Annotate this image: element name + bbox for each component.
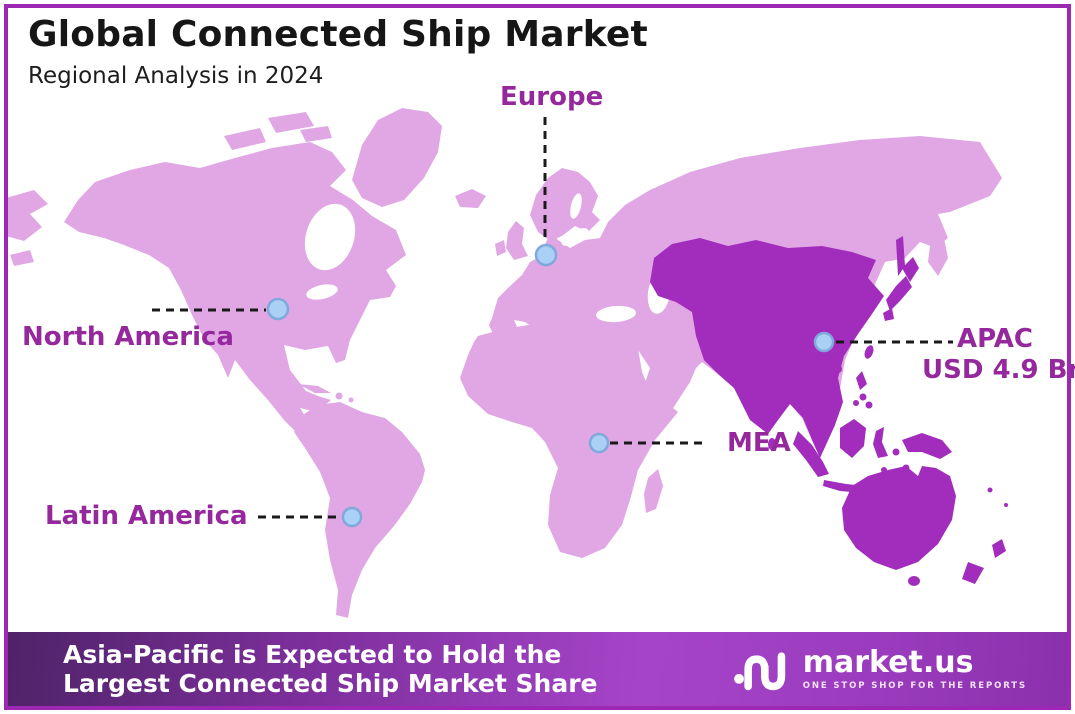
region-label-europe: Europe bbox=[500, 82, 604, 112]
region-label-latin-america: Latin America bbox=[45, 501, 248, 531]
marker-mea bbox=[588, 432, 610, 454]
brand-text: market.us ONE STOP SHOP FOR THE REPORTS bbox=[802, 644, 1027, 691]
footer-banner: Asia-Pacific is Expected to Hold the Lar… bbox=[8, 632, 1067, 706]
brand-tagline: ONE STOP SHOP FOR THE REPORTS bbox=[802, 680, 1027, 691]
market-us-logo-icon bbox=[733, 652, 785, 691]
page-title: Global Connected Ship Market bbox=[28, 14, 648, 55]
region-label-apac-name: APAC bbox=[957, 324, 1033, 354]
region-label-apac: APAC USD 4.9 Bn bbox=[922, 324, 1075, 386]
marker-apac bbox=[813, 331, 835, 353]
leader-lines bbox=[152, 117, 953, 519]
location-markers bbox=[266, 243, 835, 528]
region-label-north-america: North America bbox=[22, 322, 234, 352]
footer-headline: Asia-Pacific is Expected to Hold the Lar… bbox=[63, 640, 598, 698]
footer-headline-line2: Largest Connected Ship Market Share bbox=[63, 669, 598, 698]
region-apac-shape bbox=[650, 236, 1008, 586]
sea-cutouts bbox=[304, 193, 671, 323]
brand-name: market.us bbox=[802, 644, 974, 680]
marker-europe bbox=[534, 243, 558, 267]
page-subtitle: Regional Analysis in 2024 bbox=[28, 63, 324, 89]
region-label-mea: MEA bbox=[727, 428, 791, 458]
region-value-apac: USD 4.9 Bn bbox=[922, 355, 1075, 385]
marker-latin-america bbox=[341, 506, 363, 528]
header: Global Connected Ship Market Regional An… bbox=[28, 14, 648, 89]
brand-logo: market.us ONE STOP SHOP FOR THE REPORTS bbox=[733, 645, 1027, 693]
marker-north-america bbox=[266, 297, 290, 321]
footer-headline-line1: Asia-Pacific is Expected to Hold the bbox=[63, 640, 562, 669]
